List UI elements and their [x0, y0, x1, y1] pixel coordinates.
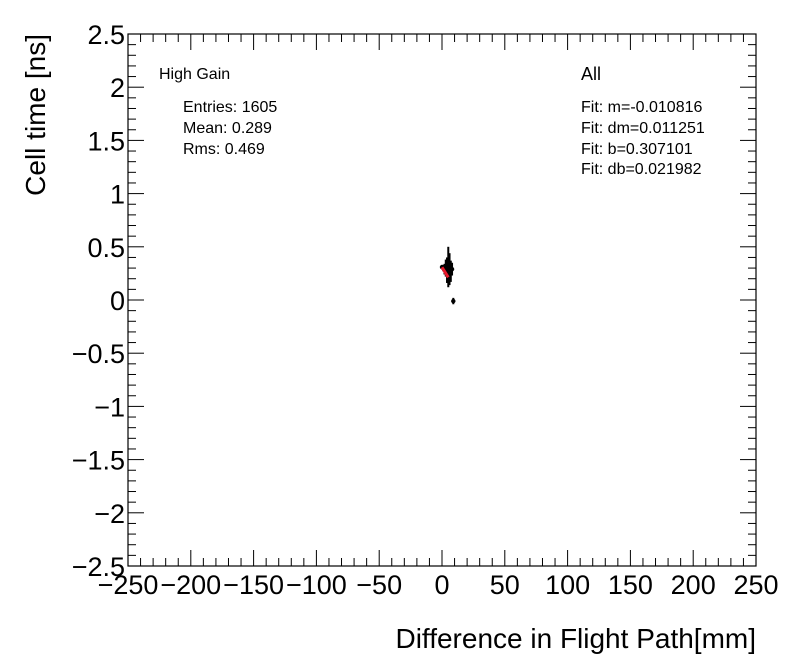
ticks — [127, 33, 757, 567]
y-tick-label: 0.5 — [87, 233, 125, 263]
x-tick-label: −100 — [286, 570, 347, 600]
plot-frame — [127, 33, 757, 567]
x-tick-label: 250 — [733, 570, 778, 600]
x-tick-label: −250 — [98, 570, 159, 600]
fit-line — [440, 266, 450, 279]
fit-m: Fit: m=-0.010816 — [581, 99, 703, 116]
gain-label: High Gain — [159, 66, 230, 83]
x-axis-title: Difference in Flight Path[mm] — [395, 623, 756, 654]
x-tick-label: 150 — [608, 570, 653, 600]
y-axis-title: Cell time [ns] — [20, 34, 51, 196]
y-tick-label: −0.5 — [72, 339, 125, 369]
stats-rms: Rms: 0.469 — [183, 141, 265, 158]
y-tick-label: −1 — [94, 392, 125, 422]
y-tick-label: −1.5 — [72, 446, 125, 476]
category-label: All — [581, 64, 601, 84]
data-point — [449, 266, 455, 272]
fit-db: Fit: db=0.021982 — [581, 161, 702, 178]
fit-dm: Fit: dm=0.011251 — [581, 120, 705, 137]
x-tick-label: −50 — [356, 570, 402, 600]
stats-mean: Mean: 0.289 — [183, 120, 272, 137]
x-tick-label: 0 — [434, 570, 449, 600]
y-tick-label: −2.5 — [72, 552, 125, 582]
stats-entries: Entries: 1605 — [183, 99, 277, 116]
x-tick-label: 50 — [490, 570, 520, 600]
fit-b: Fit: b=0.307101 — [581, 141, 693, 158]
x-tick-label: 100 — [545, 570, 590, 600]
y-tick-label: −2 — [94, 499, 125, 529]
y-tick-label: 0 — [110, 286, 125, 316]
x-tick-labels: −250 −200 −150 −100 −50 0 50 100 150 200 250 — [98, 570, 779, 600]
y-tick-label: 2 — [110, 73, 125, 103]
y-tick-labels: −2.5 −2 −1.5 −1 −0.5 0 0.5 1 1.5 2 2.5 — [72, 20, 125, 582]
data-point — [451, 298, 456, 304]
y-tick-label: 1.5 — [87, 126, 125, 156]
y-tick-label: 1 — [110, 180, 125, 210]
y-tick-label: 2.5 — [87, 20, 125, 50]
x-tick-label: 200 — [671, 570, 716, 600]
x-tick-label: −150 — [223, 570, 284, 600]
x-tick-label: −200 — [160, 570, 221, 600]
